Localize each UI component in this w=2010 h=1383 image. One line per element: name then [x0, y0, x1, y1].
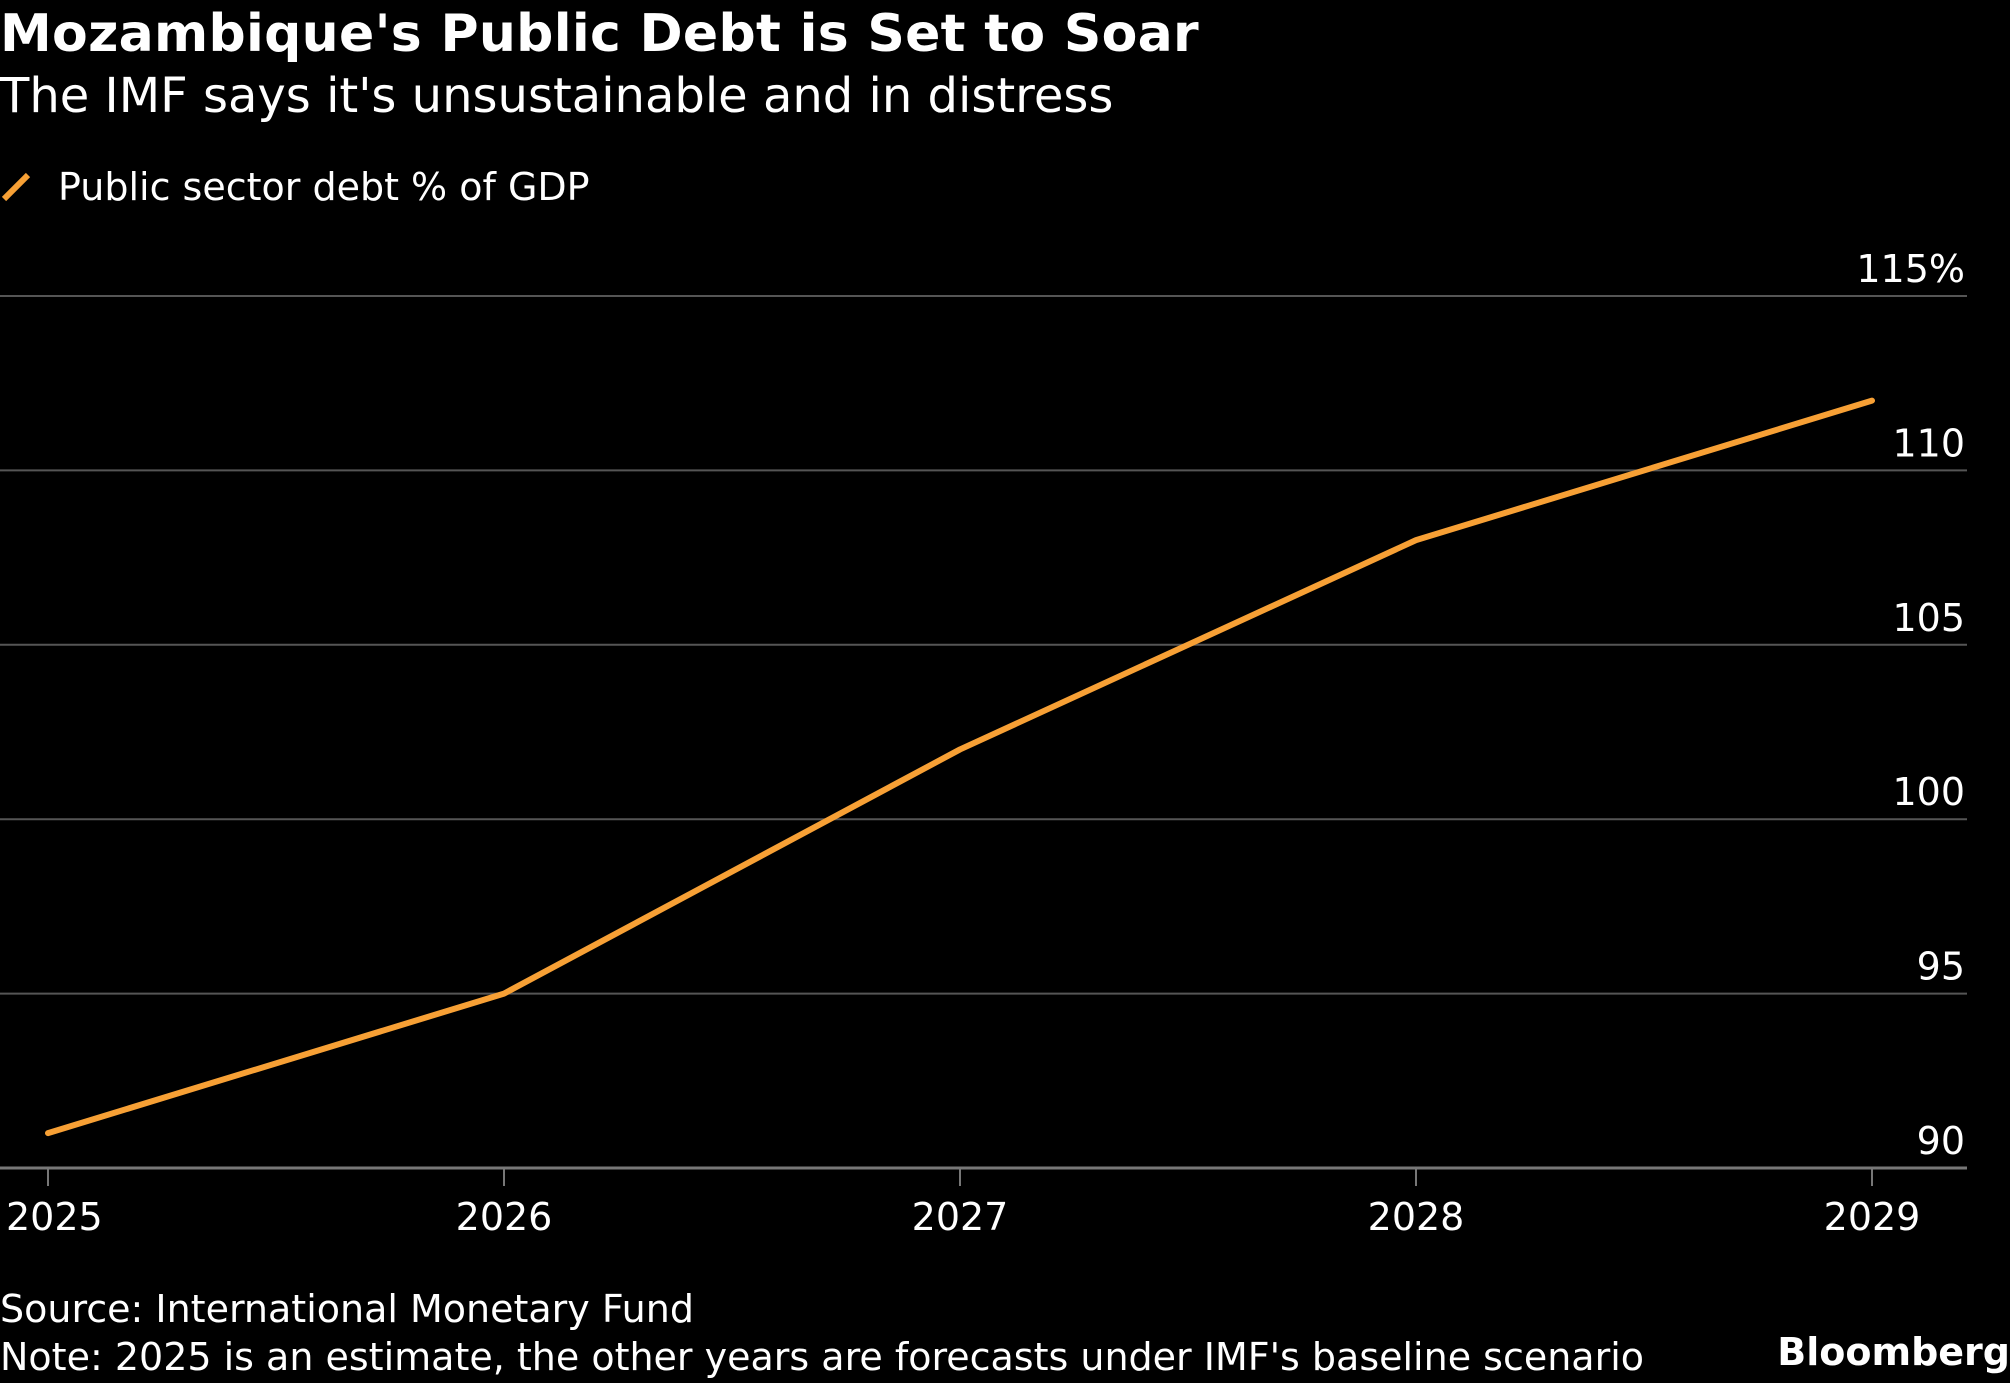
gridlines [0, 295, 1967, 1170]
brand-logo: Bloomberg [1777, 1330, 2010, 1374]
legend-label: Public sector debt % of GDP [58, 165, 590, 209]
source-note: Source: International Monetary Fund [0, 1287, 694, 1331]
legend: Public sector debt % of GDP [0, 163, 590, 211]
x-axis-ticks [47, 1168, 1873, 1186]
y-tick-label: 110 [1892, 421, 1965, 465]
legend-swatch-icon [0, 171, 32, 203]
x-tick-label: 2028 [1368, 1195, 1465, 1239]
x-tick-label: 2025 [6, 1195, 103, 1239]
y-tick-label: 100 [1892, 770, 1965, 814]
series-line-public-debt [45, 397, 1875, 1137]
chart-title: Mozambique's Public Debt is Set to Soar [0, 4, 1199, 64]
y-tick-label: 90 [1917, 1119, 1965, 1163]
y-tick-label: 115% [1856, 247, 1965, 291]
x-tick-label: 2026 [456, 1195, 553, 1239]
axis-labels: 90 95 100 105 110 115% 2025 2026 2027 2028 2029 [6, 247, 1965, 1239]
x-tick-label: 2029 [1824, 1195, 1921, 1239]
y-tick-label: 95 [1917, 945, 1965, 989]
x-tick-label: 2027 [912, 1195, 1009, 1239]
chart-subtitle: The IMF says it's unsustainable and in d… [0, 68, 1114, 124]
y-tick-label: 105 [1892, 596, 1965, 640]
series-lines [45, 397, 1875, 1137]
footnote: Note: 2025 is an estimate, the other yea… [0, 1335, 1645, 1379]
